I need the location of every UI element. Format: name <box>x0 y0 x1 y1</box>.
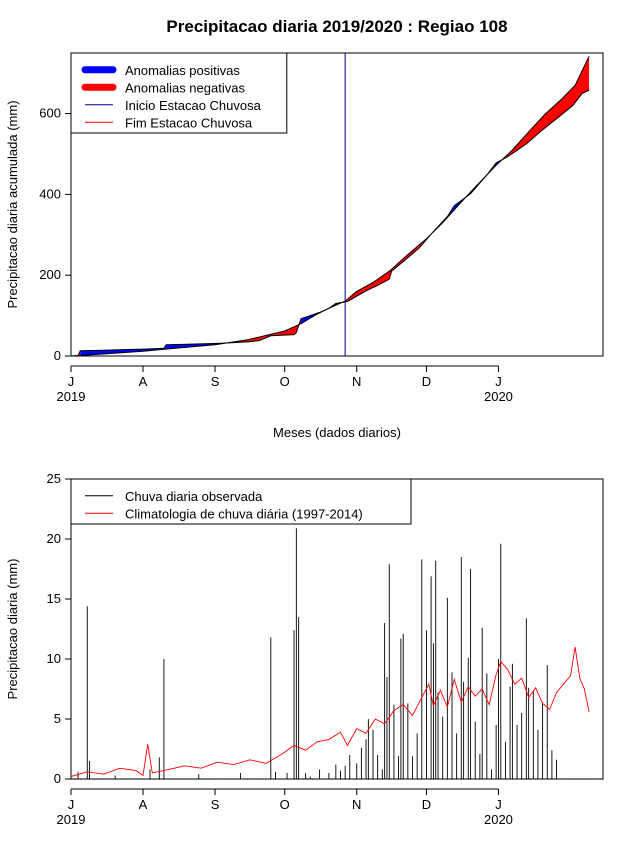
x-tick-label: N <box>352 797 361 812</box>
negative-anomaly-area <box>229 318 301 343</box>
legend-label: Inicio Estacao Chuvosa <box>125 98 262 113</box>
x-tick-year: 2020 <box>484 812 513 827</box>
y-tick-label: 5 <box>54 711 61 726</box>
legend-label: Anomalias positivas <box>125 63 240 78</box>
y-axis: 0 5 10 15 20 25 Precipitacao diaria (mm) <box>5 471 71 786</box>
y-tick-label: 10 <box>47 651 61 666</box>
y-axis-label: Precipitacao diaria acumulada (mm) <box>5 100 20 308</box>
cumulative-precipitation-chart: 0 200 400 600 Precipitacao diaria acumulada … <box>5 52 604 440</box>
x-axis-label: Meses (dados diarios) <box>273 848 401 850</box>
x-tick-label: O <box>280 374 290 389</box>
y-tick-label: 0 <box>54 348 61 363</box>
plot-frame <box>70 52 604 357</box>
x-tick-label: N <box>352 374 361 389</box>
y-axis: 0 200 400 600 Precipitacao diaria acumulada … <box>5 100 71 363</box>
climatology-cumulative-line <box>70 55 590 357</box>
x-tick-year: 2020 <box>484 389 513 404</box>
y-tick-label: 25 <box>47 471 61 486</box>
legend-box <box>70 478 412 525</box>
x-tick-label: D <box>422 797 431 812</box>
legend: Chuva diaria observada Climatologia de ch… <box>70 478 412 525</box>
x-tick-label: A <box>139 374 148 389</box>
y-tick-label: 600 <box>39 106 61 121</box>
daily-rain-bars <box>70 528 601 780</box>
x-tick-label: O <box>280 797 290 812</box>
x-tick-year: 2019 <box>57 389 86 404</box>
y-tick-label: 200 <box>39 267 61 282</box>
y-tick-label: 400 <box>39 186 61 201</box>
x-tick-label: D <box>422 374 431 389</box>
chart-title: Precipitacao diaria 2019/2020 : Regiao 1… <box>166 17 507 36</box>
y-axis-label: Precipitacao diaria (mm) <box>5 559 20 700</box>
x-tick-label: J <box>68 374 75 389</box>
x-tick-year: 2019 <box>57 812 86 827</box>
negative-anomaly-area <box>503 56 590 160</box>
x-tick-label: S <box>211 374 220 389</box>
x-tick-label: J <box>68 797 75 812</box>
legend-label: Fim Estacao Chuvosa <box>125 115 253 130</box>
legend-label: Climatologia de chuva diária (1997-2014) <box>125 506 363 521</box>
y-tick-label: 20 <box>47 531 61 546</box>
x-tick-label: J <box>495 797 502 812</box>
y-tick-label: 0 <box>54 771 61 786</box>
climatology-daily-line <box>70 646 590 778</box>
x-tick-label: S <box>211 797 220 812</box>
legend-label: Chuva diaria observada <box>125 489 263 504</box>
y-tick-label: 15 <box>47 591 61 606</box>
legend-label: Anomalias negativas <box>125 80 245 95</box>
legend: Anomalias positivas Anomalias negativas In… <box>70 52 288 134</box>
x-axis-label: Meses (dados diarios) <box>273 425 401 440</box>
x-tick-label: A <box>139 797 148 812</box>
x-tick-label: J <box>495 374 502 389</box>
